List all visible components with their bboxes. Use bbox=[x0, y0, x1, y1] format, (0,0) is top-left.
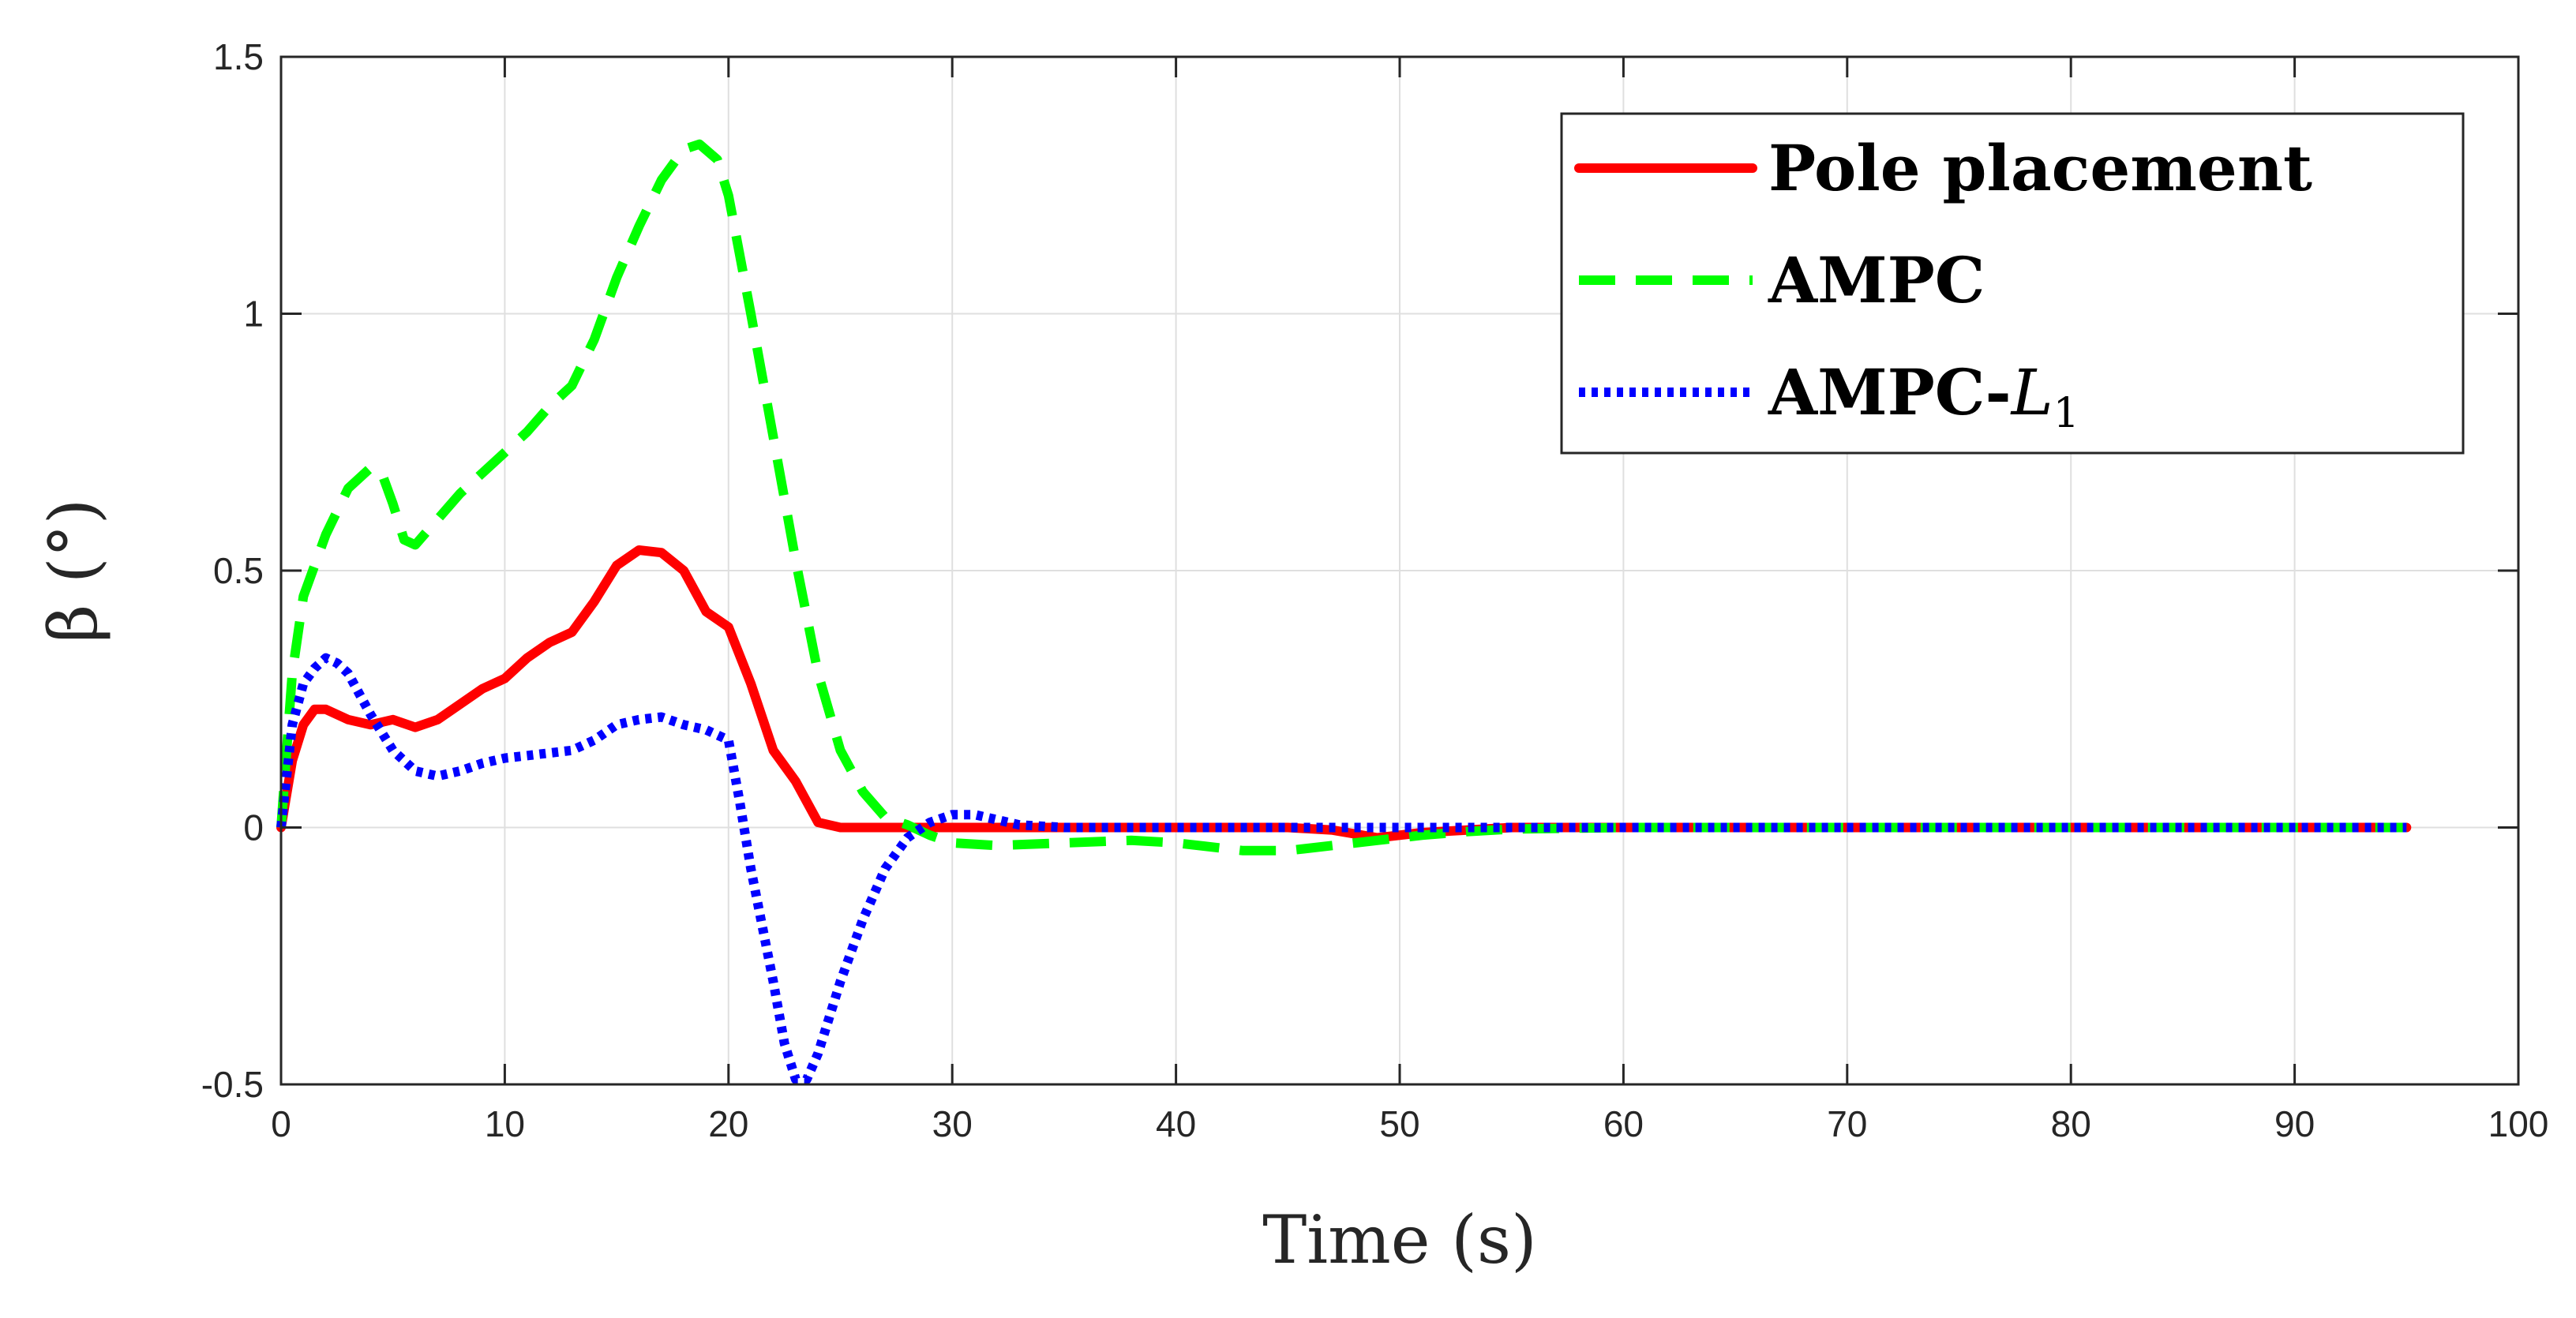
x-tick-label: 0 bbox=[271, 1103, 291, 1144]
y-tick-label: 1.5 bbox=[213, 36, 264, 77]
legend-label-ampc: AMPC bbox=[1768, 243, 1985, 317]
series-layer bbox=[276, 139, 2412, 1084]
x-tick-label: 70 bbox=[1827, 1103, 1867, 1144]
y-tick-label: 0.5 bbox=[213, 550, 264, 591]
x-tick-label: 60 bbox=[1603, 1103, 1644, 1144]
axis-ticks bbox=[279, 55, 2520, 1086]
legend-label-ampc-l1-math: L bbox=[2010, 356, 2053, 429]
y-tick-labels: -0.5 0 0.5 1 1.5 bbox=[201, 36, 264, 1105]
legend-label-pole-placement: Pole placement bbox=[1768, 131, 2312, 205]
x-tick-label: 10 bbox=[485, 1103, 525, 1144]
x-tick-labels: 0 10 20 30 40 50 60 70 80 90 100 bbox=[271, 1103, 2548, 1144]
x-tick-label: 80 bbox=[2051, 1103, 2091, 1144]
legend-label-ampc-l1-subscript: 1 bbox=[2053, 390, 2079, 437]
y-axis-title: β (°) bbox=[35, 499, 112, 643]
legend-label-ampc-l1: AMPC-L1 bbox=[1768, 355, 2079, 437]
series-line-ampc bbox=[276, 139, 2407, 856]
x-tick-label: 100 bbox=[2488, 1103, 2549, 1144]
y-tick-label: 1 bbox=[243, 294, 264, 335]
x-tick-label: 20 bbox=[708, 1103, 748, 1144]
x-tick-label: 50 bbox=[1379, 1103, 1419, 1144]
legend-label-ampc-l1-text: AMPC- bbox=[1768, 355, 2012, 429]
y-tick-label: -0.5 bbox=[201, 1064, 264, 1105]
x-tick-label: 30 bbox=[932, 1103, 973, 1144]
legend: Pole placement AMPC AMPC-L1 bbox=[1560, 112, 2465, 455]
series-line-ampc-l1 bbox=[276, 653, 2407, 1084]
x-axis-title: Time (s) bbox=[1262, 1201, 1537, 1279]
y-tick-label: 0 bbox=[243, 807, 264, 848]
x-tick-label: 90 bbox=[2274, 1103, 2315, 1144]
x-tick-label: 40 bbox=[1156, 1103, 1196, 1144]
